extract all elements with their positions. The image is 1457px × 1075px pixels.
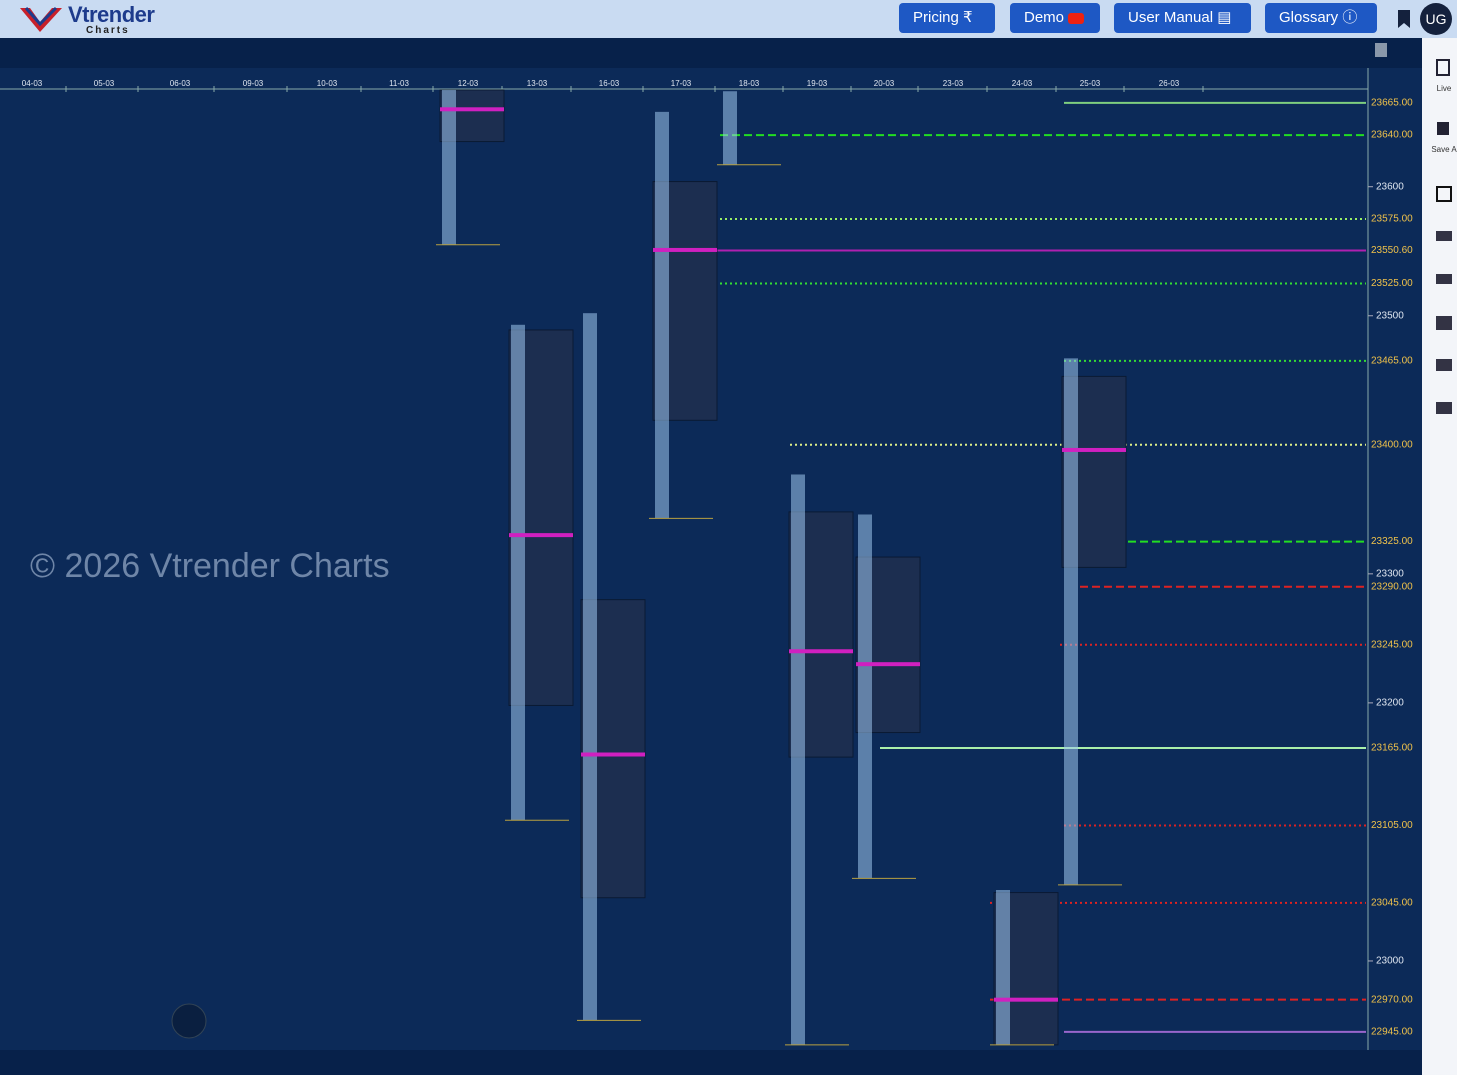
poc-marker <box>1062 447 1126 452</box>
level-label: 23325.00 <box>1371 536 1413 547</box>
button-label: Demo <box>1024 9 1065 26</box>
logo-subtext: Charts <box>86 25 130 36</box>
profile-range <box>655 111 669 519</box>
date-label: 05-03 <box>94 79 115 88</box>
level-label: 23665.00 <box>1371 97 1413 108</box>
date-label: 13-03 <box>527 79 548 88</box>
level-label: 23400.00 <box>1371 439 1413 450</box>
date-label: 23-03 <box>943 79 964 88</box>
date-label: 10-03 <box>317 79 338 88</box>
sidebar: Live Save A <box>1422 38 1457 1075</box>
profile-range <box>858 514 872 879</box>
profile-range <box>723 91 737 165</box>
date-label: 25-03 <box>1080 79 1101 88</box>
date-label: 19-03 <box>807 79 828 88</box>
profile-range <box>442 89 456 245</box>
date-label: 12-03 <box>458 79 479 88</box>
poc-marker <box>856 662 920 667</box>
bookmark-icon[interactable] <box>1396 9 1412 29</box>
level-label: 23575.00 <box>1371 214 1413 225</box>
profile-range <box>583 313 597 1021</box>
profile-chart: © 2026 Vtrender Charts 04-03 05-03 06-03 09… <box>0 38 1422 1075</box>
date-label: 24-03 <box>1012 79 1033 88</box>
watermark: © 2026 Vtrender Charts <box>30 547 390 585</box>
poc-marker <box>581 752 645 757</box>
profile-range <box>1064 358 1078 885</box>
profile-range <box>791 474 805 1045</box>
level-label: 23165.00 <box>1371 743 1413 754</box>
save-label[interactable]: Save A <box>1431 145 1457 154</box>
user-manual-button[interactable]: User Manual ▤ <box>1114 3 1251 33</box>
profile-range <box>996 889 1010 1045</box>
poc-marker <box>994 997 1058 1002</box>
level-label: 23550.60 <box>1371 245 1413 256</box>
glossary-button[interactable]: Glossary ⓘ <box>1265 3 1377 33</box>
live-label[interactable]: Live <box>1436 84 1452 93</box>
poc-marker <box>789 649 853 654</box>
level-label: 22945.00 <box>1371 1027 1413 1038</box>
button-label: Pricing <box>913 9 959 26</box>
pricing-button[interactable]: Pricing ₹ <box>899 3 995 33</box>
y-tick-label: 23300 <box>1376 568 1404 579</box>
logo-mark <box>20 6 62 32</box>
poc-marker <box>509 533 573 538</box>
poc-marker <box>653 247 717 252</box>
date-label: 06-03 <box>170 79 191 88</box>
button-label: Glossary <box>1279 9 1339 26</box>
level-label: 23245.00 <box>1371 639 1413 650</box>
y-tick-label: 23200 <box>1376 698 1404 709</box>
y-tick-label: 23600 <box>1376 181 1404 192</box>
logo-text: Vtrender <box>68 2 155 27</box>
level-label: 22970.00 <box>1371 994 1413 1005</box>
date-label: 17-03 <box>671 79 692 88</box>
date-label: 09-03 <box>243 79 264 88</box>
date-label: 20-03 <box>874 79 895 88</box>
date-label: 16-03 <box>599 79 620 88</box>
y-tick-label: 23000 <box>1376 956 1404 967</box>
demo-button[interactable]: Demo <box>1010 3 1100 33</box>
level-label: 23105.00 <box>1371 820 1413 831</box>
level-label: 23465.00 <box>1371 356 1413 367</box>
date-label: 26-03 <box>1159 79 1180 88</box>
date-label: 04-03 <box>22 79 43 88</box>
sidebar-icons <box>1436 59 1452 414</box>
profile-range <box>511 324 525 821</box>
date-label: 18-03 <box>739 79 760 88</box>
level-label: 23525.00 <box>1371 278 1413 289</box>
date-label: 11-03 <box>389 79 409 88</box>
y-tick-label: 23500 <box>1376 310 1404 321</box>
level-label: 23640.00 <box>1371 130 1413 141</box>
logo[interactable]: Vtrender Charts <box>18 2 155 36</box>
button-label: User Manual <box>1128 9 1214 26</box>
level-label: 23290.00 <box>1371 581 1413 592</box>
level-label: 23045.00 <box>1371 898 1413 909</box>
header: Vtrender Charts Pricing ₹ Demo User Manu… <box>0 0 1457 38</box>
user-avatar[interactable]: UG <box>1420 3 1452 35</box>
poc-marker <box>440 107 504 112</box>
